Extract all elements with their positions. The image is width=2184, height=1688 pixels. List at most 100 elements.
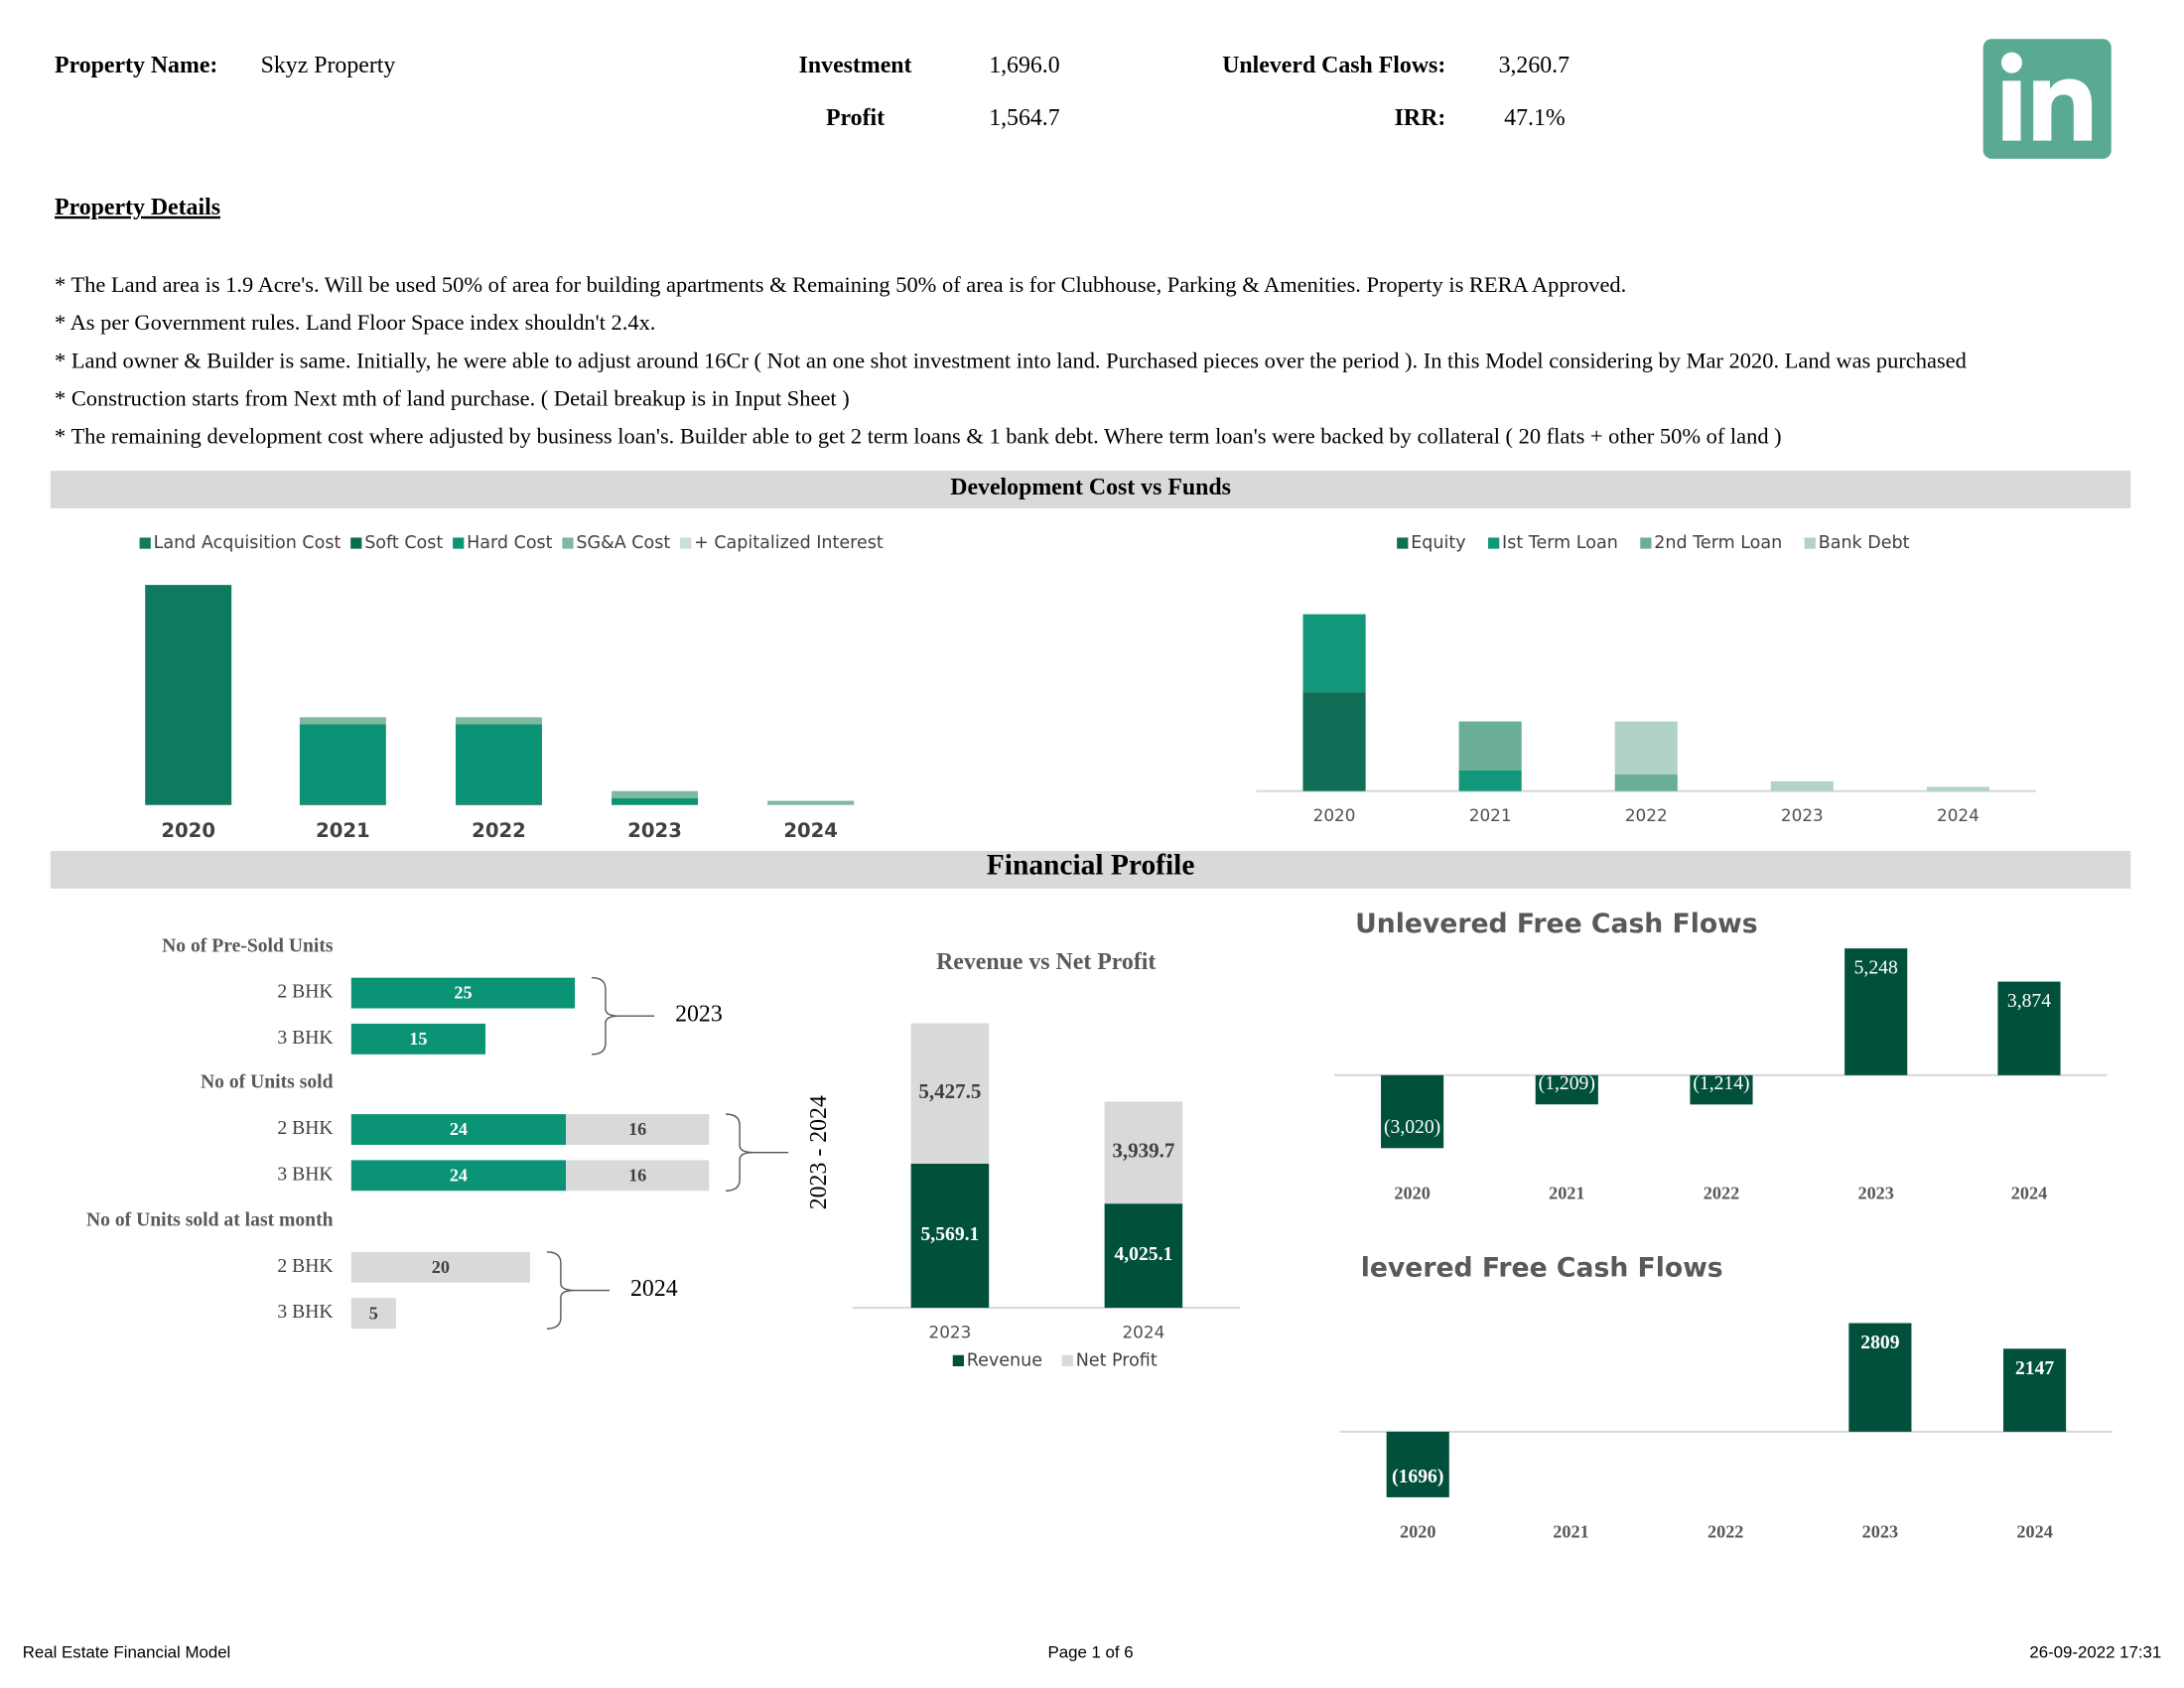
linkedin-logo: [1982, 39, 2112, 159]
x-tick-label: 2022: [1707, 1521, 1743, 1541]
bar: [455, 724, 542, 804]
bar: [566, 1160, 710, 1192]
x-tick-label: 2021: [1549, 1184, 1584, 1203]
legend-label: Land Acquisition Cost: [154, 533, 341, 553]
label: IRR:: [1395, 105, 1446, 131]
bar: [1535, 1074, 1598, 1105]
legend-swatch: [952, 1354, 964, 1366]
bar: [1848, 1323, 1912, 1432]
legend-label: Ist Term Loan: [1502, 533, 1618, 553]
bar: [1458, 721, 1522, 771]
bullet-text: * As per Government rules. Land Floor Sp…: [55, 310, 655, 335]
group-label: No of Units sold at last month: [86, 1210, 334, 1231]
footer-text: Page 1 of 6: [1048, 1642, 1134, 1661]
legend-label: Soft Cost: [364, 533, 443, 553]
legend-label: Hard Cost: [467, 533, 553, 553]
legend-label: Revenue: [967, 1350, 1042, 1370]
bar: [1302, 614, 1366, 693]
bar: [566, 1114, 710, 1145]
data-label: 4,025.1: [1114, 1244, 1172, 1265]
bar: [299, 803, 386, 805]
bullet-text: * The remaining development cost where a…: [55, 424, 1782, 449]
section-band: [50, 851, 2131, 889]
bullet-text: * Construction starts from Next mth of l…: [55, 386, 850, 411]
bar: [145, 585, 232, 805]
x-tick-label: 2022: [1625, 805, 1668, 825]
x-tick-label: 2024: [783, 819, 838, 842]
period-label: 2024: [630, 1276, 678, 1302]
legend-label: Bank Debt: [1819, 533, 1910, 553]
value: Skyz Property: [261, 53, 396, 78]
bar: [1302, 692, 1366, 791]
x-tick-label: 2021: [1469, 805, 1512, 825]
period-label: 2023: [675, 1002, 723, 1028]
label: Unleverd Cash Flows:: [1222, 53, 1445, 78]
x-tick-label: 2021: [316, 819, 370, 842]
bar: [1381, 1074, 1444, 1149]
legend-swatch: [562, 537, 574, 549]
data-label: (3,020): [1384, 1117, 1440, 1138]
footer-text: 26-09-2022 17:31: [2029, 1642, 2161, 1661]
bar: [455, 803, 542, 805]
chart-title: Revenue vs Net Profit: [936, 949, 1156, 975]
data-label: 5,427.5: [918, 1079, 981, 1103]
label: Property Name:: [55, 53, 217, 78]
legend-label: + Capitalized Interest: [694, 533, 884, 553]
legend-swatch: [1397, 537, 1409, 549]
value: 1,696.0: [989, 53, 1059, 78]
row-label: 2 BHK: [277, 982, 333, 1003]
x-tick-label: 2023: [929, 1322, 972, 1341]
data-label: 3,874: [2007, 991, 2051, 1012]
data-label: (1,209): [1539, 1073, 1595, 1094]
x-tick-label: 2021: [1553, 1521, 1588, 1541]
section-band: [50, 471, 2131, 508]
x-tick-label: 2022: [1704, 1184, 1739, 1203]
bullet-text: * The Land area is 1.9 Acre's. Will be u…: [55, 272, 1626, 297]
legend-label: SG&A Cost: [576, 533, 670, 553]
bar: [350, 1160, 567, 1192]
bar: [350, 1298, 396, 1330]
label: Investment: [799, 53, 912, 78]
group-label: No of Pre-Sold Units: [162, 935, 334, 956]
data-label: (1696): [1392, 1467, 1443, 1487]
legend-swatch: [350, 537, 362, 549]
legend-swatch: [1640, 537, 1652, 549]
data-label: (1,214): [1693, 1073, 1749, 1094]
bar: [350, 1114, 567, 1145]
x-tick-label: 2023: [1857, 1184, 1893, 1203]
bar: [1614, 774, 1678, 791]
bar: [910, 1023, 990, 1164]
bar: [299, 717, 386, 725]
data-label: 20: [432, 1257, 450, 1277]
x-tick-label: 2024: [1937, 805, 1979, 825]
section-title: Financial Profile: [987, 850, 1195, 882]
x-tick-label: 2023: [1781, 805, 1824, 825]
bar: [350, 1023, 485, 1055]
bar: [1614, 721, 1678, 774]
value: 3,260.7: [1499, 53, 1570, 78]
row-label: 3 BHK: [277, 1164, 333, 1185]
data-label: 25: [454, 983, 472, 1003]
value: 1,564.7: [989, 105, 1060, 131]
bar: [910, 1163, 990, 1309]
bar: [1386, 1431, 1449, 1497]
data-label: 5,569.1: [920, 1224, 979, 1245]
data-label: 16: [628, 1165, 646, 1185]
chart-title: levered Free Cash Flows: [1361, 1252, 1723, 1283]
bullet-text: * Land owner & Builder is same. Initiall…: [55, 348, 1967, 372]
legend-label: Net Profit: [1076, 1350, 1158, 1370]
bracket: [726, 1113, 789, 1192]
bar: [1770, 780, 1834, 791]
bar: [350, 977, 576, 1009]
bar: [455, 717, 542, 725]
legend-swatch: [453, 537, 465, 549]
bracket: [546, 1251, 610, 1330]
row-label: 2 BHK: [277, 1118, 333, 1139]
bar: [767, 800, 855, 805]
bar: [1926, 786, 1990, 791]
legend-swatch: [1804, 537, 1816, 549]
row-label: 3 BHK: [277, 1302, 333, 1323]
data-label: 3,939.7: [1112, 1139, 1174, 1163]
x-tick-label: 2020: [161, 819, 215, 842]
